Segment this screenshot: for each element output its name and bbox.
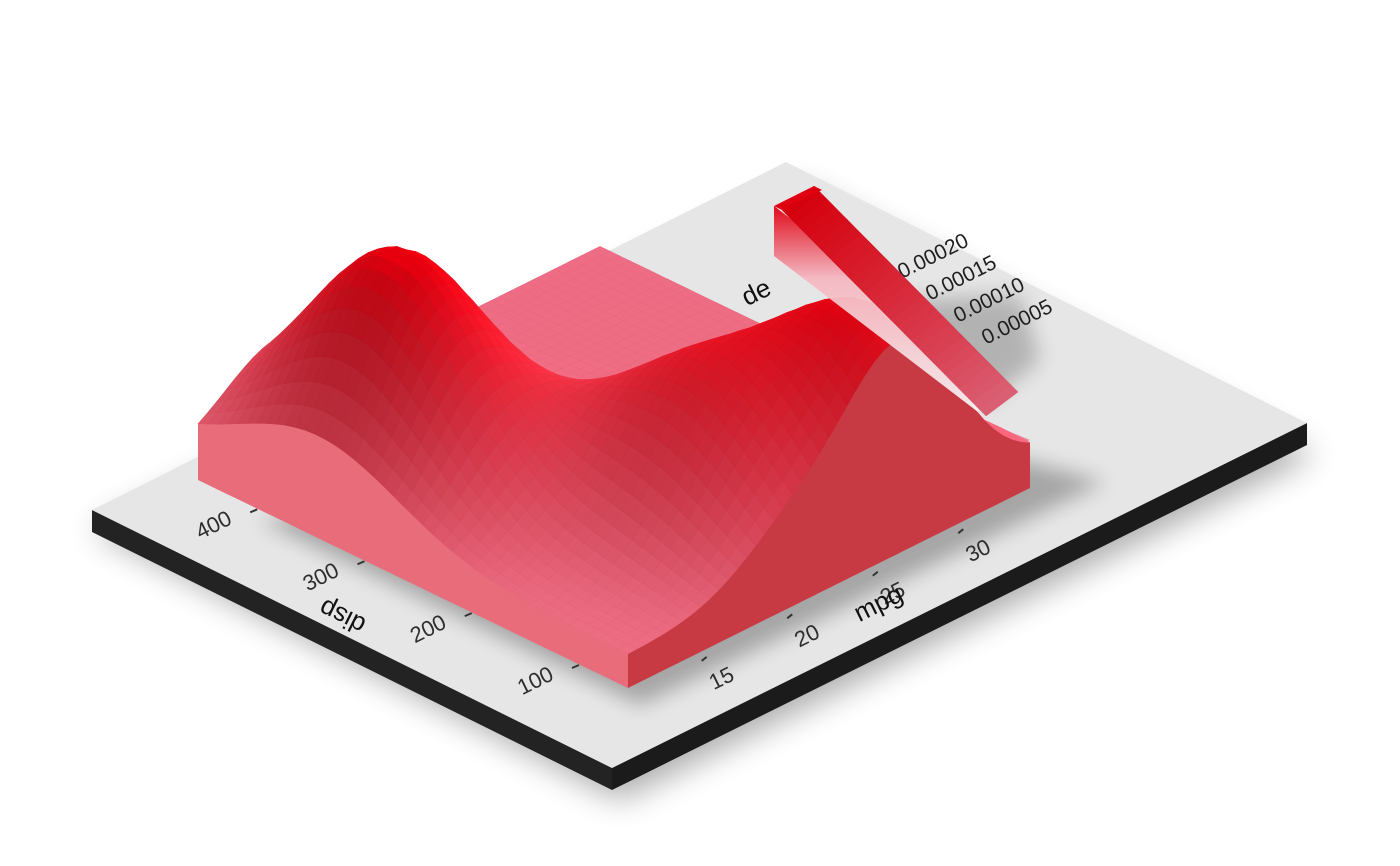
surface-front-wall — [628, 338, 1030, 688]
y-tick — [249, 508, 258, 514]
x-tick — [701, 656, 708, 662]
x-tick — [786, 613, 793, 620]
legend-bar-face — [774, 206, 978, 412]
floor-base-right — [612, 423, 1307, 790]
y-tick — [464, 612, 473, 618]
y-tick — [357, 560, 365, 566]
floor-base-left — [92, 510, 612, 790]
legend-strip-cell — [978, 384, 1019, 417]
x-tick — [872, 570, 879, 577]
surface-left-wall — [198, 423, 628, 688]
y-tick — [571, 664, 580, 669]
x-tick — [957, 528, 964, 534]
legend-color-bar — [774, 185, 1019, 417]
legend-bar-side — [774, 185, 1019, 417]
legend-bar-top — [774, 186, 822, 210]
